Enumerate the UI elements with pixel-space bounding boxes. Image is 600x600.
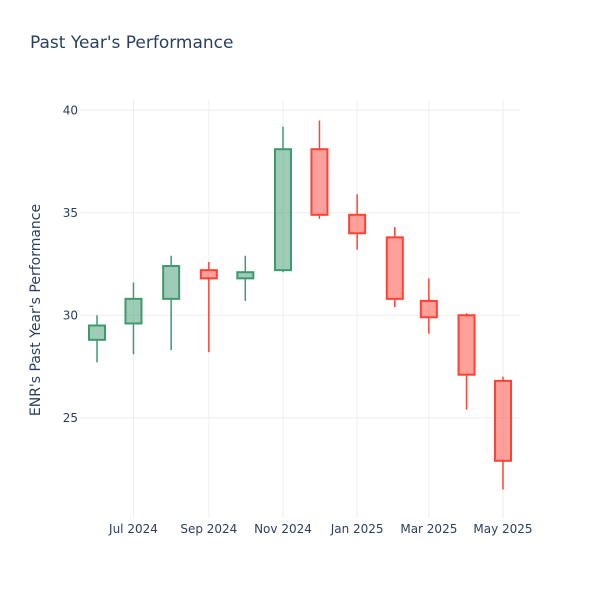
x-tick-label: May 2025 (473, 522, 532, 536)
axis-layer: 25 30 35 40 Jul 2024 Sep 2024 Nov 2024 Jan 2025… (63, 103, 533, 536)
candle-body (494, 379, 512, 462)
grid-layer (80, 100, 520, 518)
candle-body (457, 314, 476, 376)
y-tick-label: 40 (63, 103, 78, 117)
candle-body (124, 297, 143, 325)
candle-increasing (273, 126, 292, 273)
candle-increasing (124, 282, 143, 355)
candle-body (236, 271, 255, 280)
candle-increasing (236, 255, 255, 301)
candle-layer (88, 120, 512, 490)
x-tick-label: Mar 2025 (400, 522, 457, 536)
candle-body (348, 213, 367, 235)
y-tick-label: 30 (63, 308, 78, 322)
candle-decreasing (494, 376, 512, 490)
candle-body (88, 324, 106, 341)
candle-decreasing (457, 313, 476, 410)
candle-increasing (88, 315, 106, 363)
candle-decreasing (348, 194, 367, 250)
y-tick-label: 25 (63, 411, 78, 425)
x-tick-label: Jul 2024 (108, 522, 158, 536)
candle-increasing (162, 255, 181, 351)
candle-decreasing (199, 261, 218, 353)
candle-decreasing (385, 227, 404, 308)
y-tick-label: 35 (63, 206, 78, 220)
candle-body (385, 236, 404, 300)
x-tick-label: Sep 2024 (180, 522, 237, 536)
candle-body (273, 148, 292, 272)
candle-body (419, 299, 438, 319)
x-tick-label: Jan 2025 (330, 522, 384, 536)
chart-title: Past Year's Performance (30, 33, 234, 53)
candle-body (162, 265, 181, 300)
candle-body (310, 148, 329, 216)
y-axis-title: ENR's Past Year's Performance (28, 204, 44, 416)
candle-decreasing (419, 278, 438, 334)
candle-body (199, 269, 218, 280)
x-tick-label: Nov 2024 (254, 522, 312, 536)
candle-decreasing (310, 120, 329, 219)
